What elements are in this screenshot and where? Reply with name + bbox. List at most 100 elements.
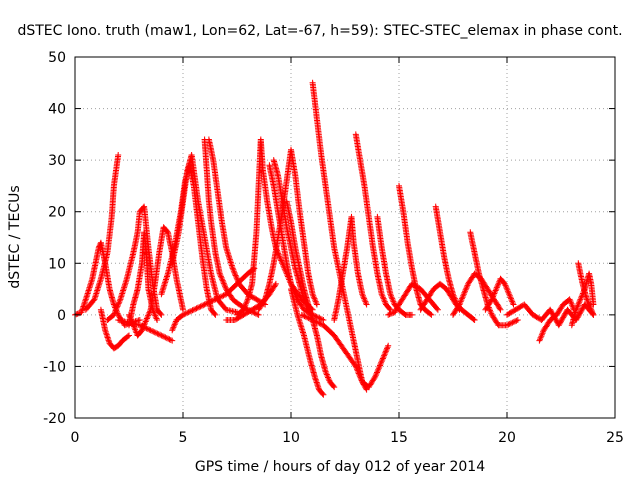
- data-point: [166, 336, 173, 343]
- data-point: [252, 310, 259, 317]
- data-point: [153, 329, 159, 336]
- data-point: [288, 282, 295, 289]
- data-point: [331, 384, 338, 391]
- data-point: [578, 308, 585, 314]
- data-point: [513, 317, 520, 324]
- data-point: [211, 310, 218, 317]
- y-tick-label: -20: [43, 411, 66, 427]
- data-point: [302, 313, 309, 320]
- data-point: [379, 356, 386, 363]
- x-tick-label: 15: [390, 430, 408, 446]
- data-point: [356, 373, 363, 380]
- data-point: [428, 311, 435, 318]
- data-point: [155, 331, 162, 338]
- y-tick-label: 50: [48, 50, 66, 66]
- data-point: [434, 306, 441, 313]
- data-point: [126, 332, 132, 339]
- data-point: [182, 310, 189, 317]
- data-point: [558, 318, 564, 325]
- data-point: [233, 273, 240, 280]
- data-point: [196, 304, 203, 311]
- data-point: [158, 311, 165, 318]
- data-point: [115, 152, 122, 158]
- data-point: [157, 331, 164, 338]
- data-point: [309, 317, 316, 323]
- data-point: [377, 361, 384, 368]
- data-point: [146, 326, 153, 333]
- data-point: [211, 297, 218, 303]
- data-point: [190, 306, 197, 313]
- data-point: [222, 284, 229, 291]
- data-point: [590, 301, 597, 308]
- data-point: [353, 364, 360, 371]
- data-point: [147, 327, 154, 334]
- data-point: [116, 297, 123, 304]
- data-point: [584, 297, 591, 304]
- data-point: [460, 291, 467, 298]
- data-point: [193, 305, 200, 312]
- data-point: [162, 334, 169, 341]
- data-point: [512, 318, 519, 325]
- data-point: [144, 326, 151, 332]
- data-point: [272, 280, 279, 287]
- data-point: [154, 330, 161, 337]
- data-point: [215, 295, 222, 302]
- data-point: [216, 270, 223, 277]
- data-point: [497, 306, 504, 313]
- data-marks: [72, 79, 597, 398]
- data-point: [363, 301, 370, 308]
- x-tick-label: 0: [71, 430, 80, 446]
- data-point: [375, 366, 382, 373]
- data-point: [384, 345, 390, 352]
- data-point: [547, 306, 554, 313]
- data-point: [212, 311, 219, 318]
- data-point: [360, 294, 367, 301]
- data-point: [221, 281, 228, 288]
- data-point: [169, 327, 176, 334]
- data-point: [378, 359, 385, 366]
- data-point: [355, 370, 362, 377]
- data-point: [165, 335, 172, 342]
- data-point: [217, 273, 224, 280]
- data-point: [194, 304, 201, 311]
- data-point: [409, 311, 415, 318]
- y-tick-label: 0: [57, 308, 66, 324]
- data-point: [590, 311, 597, 318]
- data-point: [316, 315, 323, 322]
- data-point: [319, 316, 325, 323]
- data-point: [209, 297, 216, 304]
- data-point: [378, 358, 385, 365]
- data-point: [371, 375, 378, 381]
- data-point: [163, 335, 170, 342]
- data-point: [320, 317, 327, 323]
- data-point: [317, 315, 324, 322]
- data-point: [427, 311, 434, 317]
- x-tick-label: 10: [282, 430, 300, 446]
- data-point: [388, 294, 395, 301]
- data-point: [128, 317, 135, 324]
- data-point: [197, 303, 204, 310]
- data-point: [310, 294, 317, 301]
- data-point: [373, 370, 380, 377]
- data-point: [538, 331, 545, 338]
- data-point: [229, 265, 236, 272]
- data-point: [149, 328, 155, 334]
- data-point: [386, 305, 393, 312]
- data-point: [391, 309, 398, 316]
- data-point: [573, 305, 580, 312]
- data-point: [114, 303, 121, 310]
- data-point: [383, 347, 390, 353]
- data-point: [374, 369, 380, 376]
- data-point: [308, 316, 315, 323]
- data-point: [456, 301, 463, 308]
- data-point: [375, 365, 382, 372]
- data-point: [113, 304, 120, 311]
- data-point: [207, 299, 213, 305]
- data-point: [254, 311, 261, 318]
- axes: 0 5 10 15 20 25 -20 -10 0 10 20 30 40 50: [43, 50, 624, 446]
- data-point: [492, 287, 499, 294]
- y-tick-label: 30: [48, 153, 66, 169]
- data-point: [509, 300, 516, 307]
- data-point: [451, 294, 458, 301]
